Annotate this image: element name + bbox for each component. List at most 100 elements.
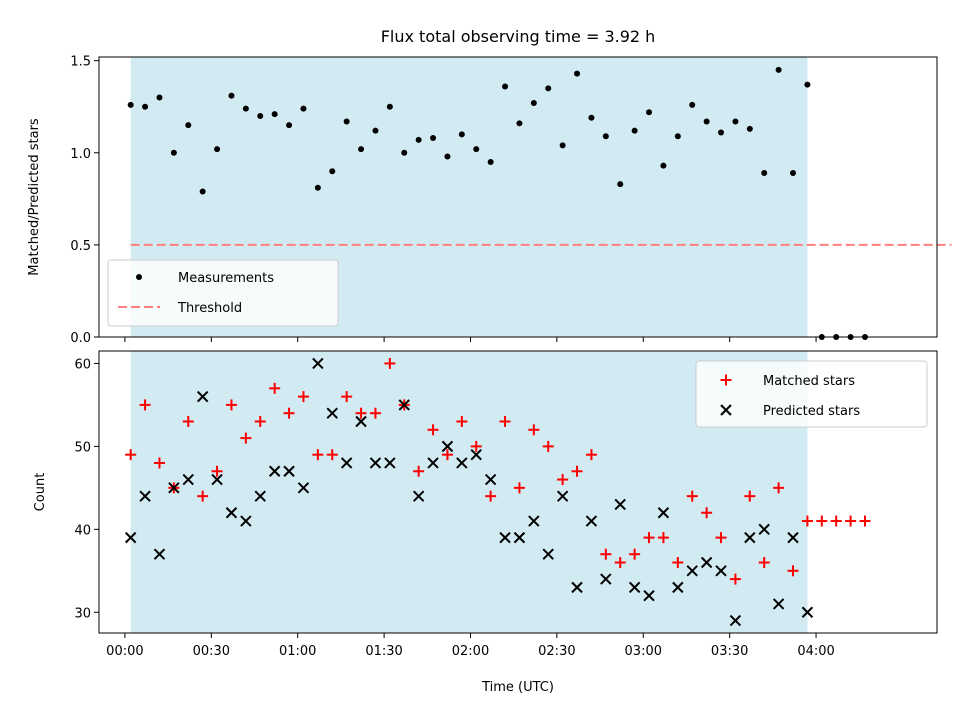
predicted-star-point-b [657,507,670,519]
matched-star-point [701,507,713,519]
top-y-axis-label: Matched/Predicted stars [27,118,42,276]
predicted-star-point [686,565,698,577]
predicted-star-point-b [312,357,324,370]
matched-star-point [456,416,468,427]
measurement-point [300,105,307,112]
predicted-star-point [614,498,626,511]
matched-star-point [355,407,367,419]
legend-measurements-label: Measurements [178,271,274,286]
predicted-star-point-b [153,548,166,560]
x-tick-label: 02:00 [452,644,489,659]
predicted-star-point [384,457,396,469]
measurement-point [530,100,537,107]
predicted-star-point-b [384,457,396,469]
predicted-star-point [326,407,338,419]
matched-star-point [542,440,554,452]
measurement-point [646,109,653,116]
matched-star-point [600,548,612,560]
predicted-star-point-b [340,457,353,469]
predicted-star-point [456,457,468,469]
predicted-star-point-b [643,589,655,602]
matched-star-point [499,416,511,427]
measurement-point [271,111,278,118]
matched-star-point [672,557,684,568]
matched-star-point [571,465,583,477]
matched-star-point [240,432,252,444]
predicted-star-point-b [744,531,756,544]
measurement-point [660,162,667,169]
predicted-star-point-b [542,548,554,560]
measurement-point [545,85,552,92]
measurement-point [746,125,753,132]
predicted-star-point-b [614,498,626,511]
matched-star-point [787,565,799,577]
legend-predicted-label: Predicted stars [763,404,860,419]
predicted-star-point-b [600,573,612,585]
x-tick-label: 03:00 [625,644,662,659]
matched-star-point [297,391,309,403]
matched-star-point [153,457,165,469]
x-tick-label: 00:00 [106,644,143,659]
predicted-star-point [124,531,137,544]
predicted-star-point [340,457,353,469]
predicted-star-point [484,473,497,486]
measurement-point [199,188,206,195]
predicted-star-point-b [254,490,266,502]
matched-star-point [369,407,381,419]
matched-star-point [197,490,209,502]
measurement-point [127,101,134,108]
measurement-point [343,118,350,125]
predicted-star-point [355,415,367,428]
predicted-star-point-b [427,457,439,469]
predicted-star-point [758,523,770,536]
predicted-star-point-b [729,614,742,627]
measurement-point [257,112,264,119]
predicted-star-point-b [470,448,482,461]
predicted-star-point [312,357,324,370]
predicted-star-point-b [412,490,425,502]
predicted-star-point-b [225,507,238,519]
measurement-point [502,83,509,90]
matched-star-point [557,474,569,486]
bottom-y-tick-label: 50 [74,440,91,455]
x-tick-label: 04:00 [797,644,834,659]
measurement-point [372,127,379,134]
predicted-star-point [470,448,482,461]
predicted-star-point-b [700,556,713,569]
predicted-star-point-b [672,581,684,594]
predicted-star-point [571,581,583,594]
predicted-star-point [744,531,756,544]
measurement-point [358,146,365,153]
measurement-point [242,105,249,112]
matched-star-point [182,416,194,427]
predicted-star-point [254,490,266,502]
matched-star-point [801,515,813,527]
predicted-star-point-b [456,457,468,469]
measurement-point [689,101,696,108]
matched-star-point [413,465,425,477]
matched-star-point [528,424,540,436]
measurement-point [473,146,480,153]
predicted-star-point-b [297,482,310,494]
matched-star-point [643,532,655,544]
predicted-star-point [542,548,554,560]
predicted-star-point [556,490,569,502]
measurement-point [588,114,595,121]
bottom-legend-box [695,360,928,428]
legend-predicted-marker [720,404,732,416]
measurement-point [386,103,393,110]
legend-matched-marker [720,374,732,386]
predicted-star-point [672,581,684,594]
bottom-plot-frame [98,350,938,634]
measurement-point [631,127,638,134]
predicted-star-point [600,573,612,585]
measurement-point [775,66,782,73]
bottom-y-tick-label: 60 [74,357,91,372]
x-tick-label: 01:30 [365,644,402,659]
matched-star-point [139,399,151,411]
measurement-point [602,133,609,140]
legend-matched-label: Matched stars [763,374,855,389]
predicted-star-point-b [168,482,180,494]
top-y-tick-label: 0.0 [70,331,91,346]
predicted-star-point [398,399,410,411]
